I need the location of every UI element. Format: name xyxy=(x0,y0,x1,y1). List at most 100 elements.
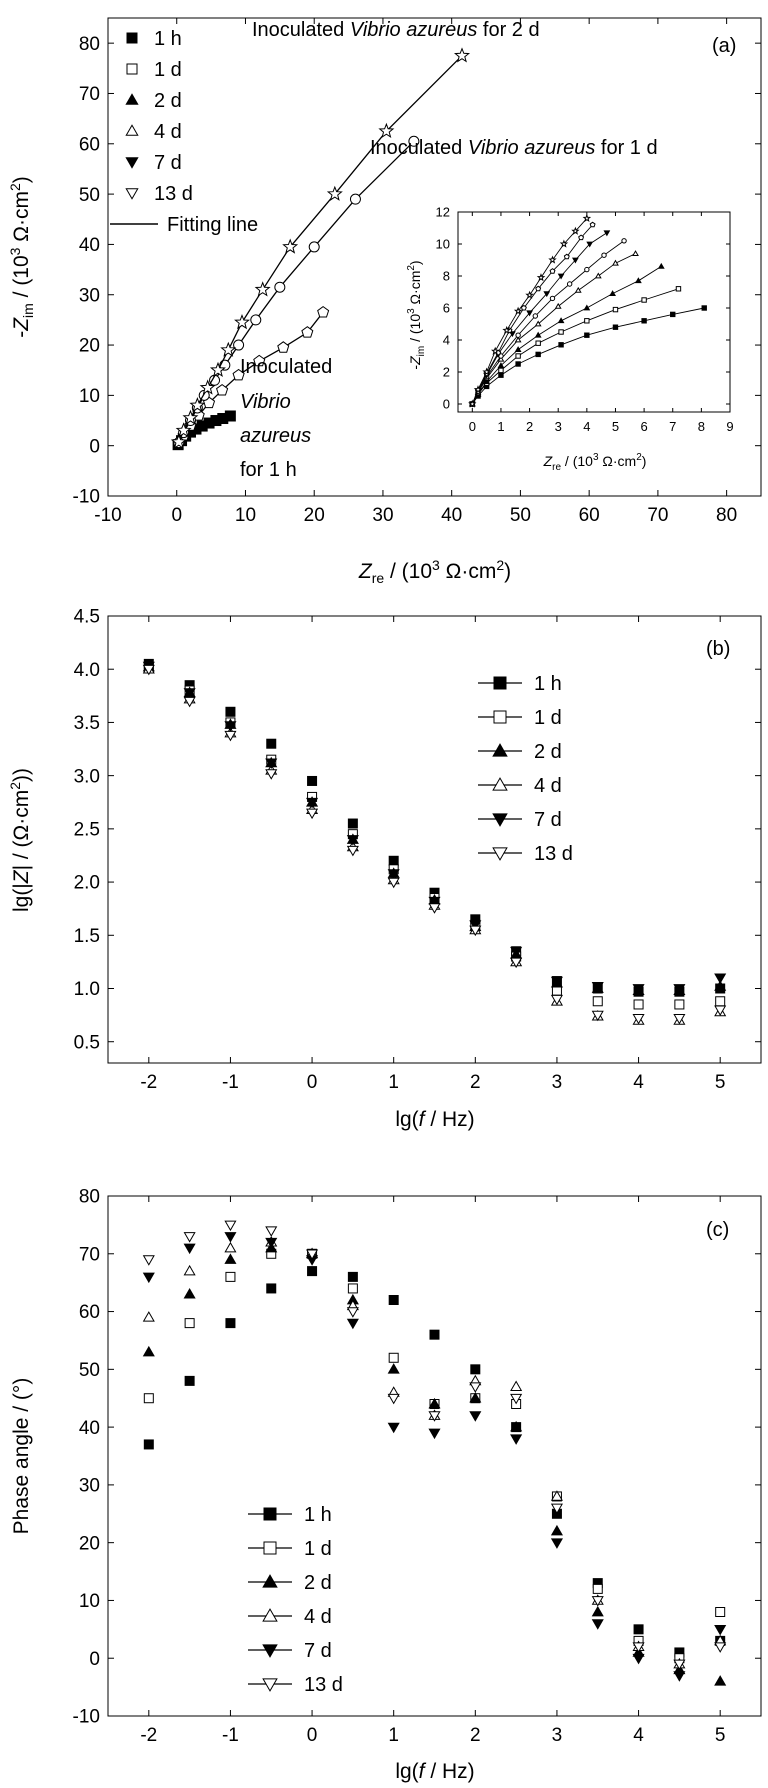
panel-b-x-tick-label: 0 xyxy=(307,1072,318,1093)
data-point xyxy=(633,999,644,1010)
panel-c-legend-label: 2 d xyxy=(304,1572,332,1594)
data-point xyxy=(641,297,647,303)
data-point xyxy=(701,305,707,311)
data-point xyxy=(612,259,619,266)
panel-a-legend-label: 1 h xyxy=(154,28,182,50)
annotation-1h: Inoculated Vibrio azureus for 1 h xyxy=(240,356,338,481)
inset-y-tick-label: 4 xyxy=(443,333,450,348)
data-point xyxy=(673,1671,686,1682)
panel-b-legend-marker xyxy=(492,847,508,861)
panel-c-y-tick-label: 10 xyxy=(79,1591,100,1612)
panel-c-x-tick-label: 4 xyxy=(633,1725,644,1746)
panel-c-legend-label: 13 d xyxy=(304,1674,343,1696)
data-point xyxy=(498,372,504,378)
data-point xyxy=(189,396,206,413)
data-point xyxy=(670,311,676,318)
data-point xyxy=(224,1220,237,1232)
panel-a-y-tick-label: -10 xyxy=(73,487,100,508)
panel-c-legend-label: 1 h xyxy=(304,1504,332,1526)
inset-y-tick-label: 2 xyxy=(443,365,450,380)
data-point xyxy=(469,1411,482,1422)
panel-a-legend-marker xyxy=(125,124,139,136)
inset-x-tick-label: 9 xyxy=(726,419,733,434)
data-point xyxy=(306,1249,319,1260)
data-point xyxy=(142,1345,155,1357)
panel-a-x-tick-label: 0 xyxy=(171,505,182,526)
panel-a-legend-marker xyxy=(125,93,139,105)
data-point xyxy=(347,1271,358,1282)
data-point xyxy=(183,1264,196,1276)
data-point xyxy=(199,379,216,395)
data-point xyxy=(550,976,563,988)
data-point xyxy=(317,305,330,318)
data-point xyxy=(428,1428,441,1440)
data-point xyxy=(574,286,582,293)
data-point xyxy=(515,361,521,367)
panel-a-legend-marker xyxy=(125,188,139,200)
data-point xyxy=(232,368,245,381)
panel-c-y-tick-label: 70 xyxy=(79,1244,100,1265)
data-point xyxy=(224,1232,237,1243)
data-point xyxy=(253,354,266,367)
panel-c-y-tick-label: 30 xyxy=(79,1476,100,1497)
panel-a-y-tick-label: 70 xyxy=(79,84,100,105)
data-point xyxy=(388,1352,399,1363)
data-point xyxy=(559,239,569,248)
panel-a-y-tick-label: 40 xyxy=(79,235,100,256)
data-point xyxy=(526,310,533,317)
panel-a-x-tick-label: 70 xyxy=(647,505,668,526)
panel-c-frame xyxy=(107,1195,762,1717)
data-point xyxy=(387,877,400,889)
data-point xyxy=(558,342,564,348)
data-point xyxy=(473,385,483,394)
data-point xyxy=(535,340,541,346)
data-point xyxy=(634,277,642,284)
data-point xyxy=(571,257,579,264)
panel-b-y-tick-label: 4.0 xyxy=(74,660,100,681)
annotation-2d: Inoculated Vibrio azureus for 2 d xyxy=(252,19,540,41)
data-point xyxy=(347,1283,358,1294)
data-point xyxy=(301,326,314,338)
inset-x-tick-label: 4 xyxy=(583,419,590,434)
data-point xyxy=(490,346,500,355)
data-point xyxy=(349,193,361,205)
panel-b-legend-marker xyxy=(492,743,508,757)
data-point xyxy=(514,346,522,352)
panel-b-ticks: -2 -1 0 1 2 3 4 5 0.5 1.0 1.5 2.0 2.5 3.0 3.5 4.0 4.5 xyxy=(74,607,761,1093)
data-point xyxy=(534,331,542,338)
data-point xyxy=(563,253,570,260)
data-point xyxy=(408,135,420,147)
panel-b-x-tick-label: -2 xyxy=(140,1072,157,1093)
panel-b-y-tick-label: 1.0 xyxy=(74,979,100,1000)
fit-legend-label: Fitting line xyxy=(167,214,258,236)
panel-b-legend-label: 1 h xyxy=(534,673,562,695)
panel-c-x-tick-label: 3 xyxy=(552,1725,563,1746)
panel-b-y-tick-label: 3.0 xyxy=(74,766,100,787)
panel-a-legend-label: 4 d xyxy=(154,121,182,143)
data-point xyxy=(550,1490,563,1501)
data-point xyxy=(142,664,155,676)
inset-x-tick-label: 0 xyxy=(469,419,476,434)
panel-b-x-tick-label: 5 xyxy=(715,1072,726,1093)
inset-y-tick-label: 8 xyxy=(443,269,450,284)
panel-a-legend-label: 13 d xyxy=(154,183,193,205)
data-point xyxy=(497,362,505,368)
data-point xyxy=(225,1271,236,1282)
data-point xyxy=(183,688,196,699)
panel-b-legend-marker xyxy=(493,676,507,690)
panel-b-marks xyxy=(142,658,727,1025)
panel-c-legend-marker xyxy=(262,1608,278,1622)
data-point xyxy=(510,1434,523,1445)
inset-y-tick-label: 12 xyxy=(436,205,450,220)
data-point xyxy=(609,290,617,296)
panel-b-y-tick-label: 4.5 xyxy=(74,607,100,628)
data-point xyxy=(346,1307,359,1318)
data-point xyxy=(589,221,596,228)
panel-b-legend-label: 7 d xyxy=(534,809,562,831)
panel-b-x-axis-label: lg(f / Hz) xyxy=(395,1108,474,1131)
data-point xyxy=(142,1255,155,1266)
data-point xyxy=(265,1226,278,1237)
data-point xyxy=(715,996,726,1007)
panel-b-x-tick-label: 4 xyxy=(633,1072,644,1093)
panel-a-frame xyxy=(107,17,762,497)
